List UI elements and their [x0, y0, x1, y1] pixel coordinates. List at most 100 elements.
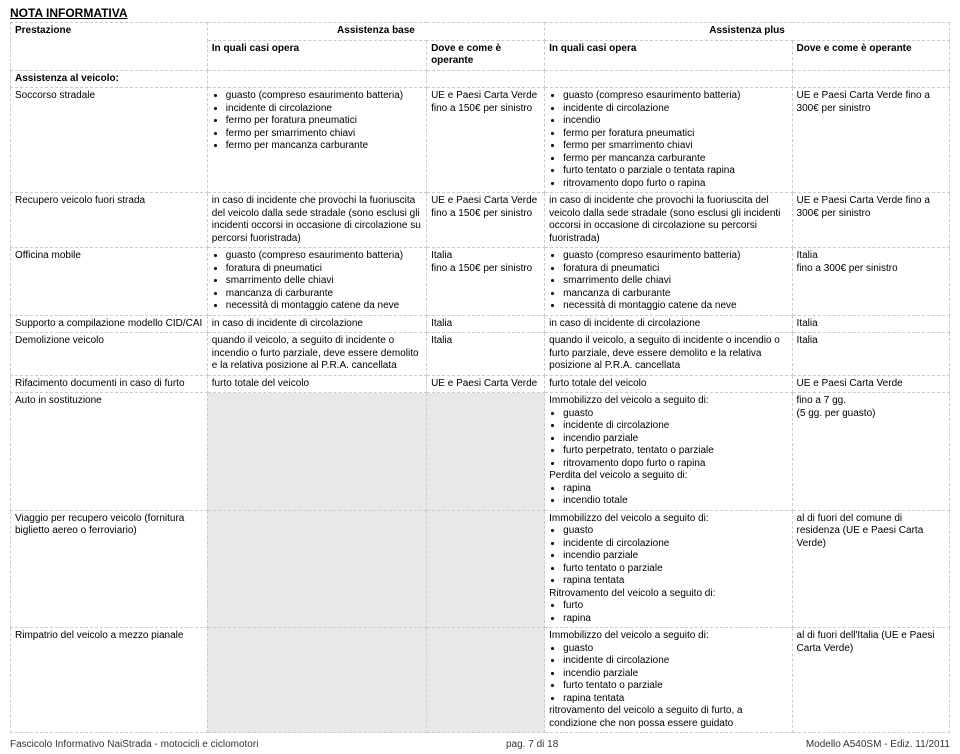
sub-plus-casi: In quali casi opera: [545, 40, 792, 70]
list-item: furto tentato o parziale: [563, 563, 787, 576]
label: Recupero veicolo fuori strada: [11, 193, 208, 248]
plus-dove: Italia: [792, 315, 949, 333]
row-recupero: Recupero veicolo fuori strada in caso di…: [11, 193, 950, 248]
assistance-table: Prestazione Assistenza base Assistenza p…: [10, 22, 950, 733]
row-viaggio: Viaggio per recupero veicolo (fornitura …: [11, 510, 950, 628]
plus-casi: in caso di incidente che provochi la fuo…: [545, 193, 792, 248]
list-item: rapina: [563, 483, 787, 496]
list-item: rapina: [563, 613, 787, 626]
list-item: fermo per mancanza carburante: [563, 153, 787, 166]
plus-casi: furto totale del veicolo: [545, 375, 792, 393]
base-casi-blank: [207, 510, 426, 628]
base-casi: guasto (compreso esaurimento batteria)in…: [207, 88, 426, 193]
list-item: guasto (compreso esaurimento batteria): [563, 250, 787, 263]
list-item: fermo per smarrimento chiavi: [226, 128, 422, 141]
doc-title: NOTA INFORMATIVA: [10, 6, 950, 20]
list-item: fermo per mancanza carburante: [226, 140, 422, 153]
plus-dove: Italiafino a 300€ per sinistro: [792, 248, 949, 316]
base-dove-blank: [427, 510, 545, 628]
base-casi: furto totale del veicolo: [207, 375, 426, 393]
list-item: guasto (compreso esaurimento batteria): [226, 90, 422, 103]
header-base: Assistenza base: [207, 23, 544, 41]
plus-dove: UE e Paesi Carta Verde fino a 300€ per s…: [792, 88, 949, 193]
list-item: incendio parziale: [563, 550, 787, 563]
list-item: guasto (compreso esaurimento batteria): [226, 250, 422, 263]
header-row-1: Prestazione Assistenza base Assistenza p…: [11, 23, 950, 41]
list-item: necessità di montaggio catene da neve: [226, 300, 422, 313]
list-item: smarrimento delle chiavi: [563, 275, 787, 288]
plus-dove: UE e Paesi Carta Verde: [792, 375, 949, 393]
base-casi-blank: [207, 393, 426, 511]
base-dove-blank: [427, 628, 545, 733]
list-item: incidente di circolazione: [226, 103, 422, 116]
list-item: guasto: [563, 643, 787, 656]
plus-casi: in caso di incidente di circolazione: [545, 315, 792, 333]
list-item: smarrimento delle chiavi: [226, 275, 422, 288]
label: Officina mobile: [11, 248, 208, 316]
section-assistenza-veicolo: Assistenza al veicolo:: [11, 70, 208, 88]
label: Soccorso stradale: [11, 88, 208, 193]
list-item: furto perpetrato, tentato o parziale: [563, 445, 787, 458]
label: Supporto a compilazione modello CID/CAI: [11, 315, 208, 333]
base-dove: Italia: [427, 333, 545, 376]
plus-dove: UE e Paesi Carta Verde fino a 300€ per s…: [792, 193, 949, 248]
list-item: foratura di pneumatici: [226, 263, 422, 276]
row-soccorso: Soccorso stradale guasto (compreso esaur…: [11, 88, 950, 193]
footer-right: Modello A540SM - Ediz. 11/2011: [806, 739, 950, 750]
footer-center: pag. 7 di 18: [506, 739, 558, 750]
plus-dove: al di fuori dell'Italia (UE e Paesi Cart…: [792, 628, 949, 733]
row-demolizione: Demolizione veicolo quando il veicolo, a…: [11, 333, 950, 376]
plus-casi: Immobilizzo del veicolo a seguito di: gu…: [545, 393, 792, 511]
base-dove: UE e Paesi Carta Verde: [427, 375, 545, 393]
list-item: guasto (compreso esaurimento batteria): [563, 90, 787, 103]
list-item: incendio parziale: [563, 433, 787, 446]
list-item: necessità di montaggio catene da neve: [563, 300, 787, 313]
row-auto-sostituzione: Auto in sostituzione Immobilizzo del vei…: [11, 393, 950, 511]
plus-casi: Immobilizzo del veicolo a seguito di: gu…: [545, 510, 792, 628]
base-dove: UE e Paesi Carta Verde fino a 150€ per s…: [427, 193, 545, 248]
row-rimpatrio: Rimpatrio del veicolo a mezzo pianale Im…: [11, 628, 950, 733]
list-item: incidente di circolazione: [563, 655, 787, 668]
plus-casi: guasto (compreso esaurimento batteria) in…: [545, 88, 792, 193]
list-item: furto tentato o parziale: [563, 680, 787, 693]
plus-dove: fino a 7 gg.(5 gg. per guasto): [792, 393, 949, 511]
plus-casi: Immobilizzo del veicolo a seguito di: gu…: [545, 628, 792, 733]
base-casi: in caso di incidente che provochi la fuo…: [207, 193, 426, 248]
base-dove: Italiafino a 150€ per sinistro: [427, 248, 545, 316]
base-dove-blank: [427, 393, 545, 511]
label: Viaggio per recupero veicolo (fornitura …: [11, 510, 208, 628]
base-casi: in caso di incidente di circolazione: [207, 315, 426, 333]
list-item: fermo per smarrimento chiavi: [563, 140, 787, 153]
label: Rifacimento documenti in caso di furto: [11, 375, 208, 393]
plus-dove: al di fuori del comune di residenza (UE …: [792, 510, 949, 628]
header-plus: Assistenza plus: [545, 23, 950, 41]
base-casi-blank: [207, 628, 426, 733]
sub-plus-dove: Dove e come è operante: [792, 40, 949, 70]
plus-casi: quando il veicolo, a seguito di incident…: [545, 333, 792, 376]
sub-base-dove: Dove e come è operante: [427, 40, 545, 70]
row-supporto: Supporto a compilazione modello CID/CAI …: [11, 315, 950, 333]
list-item: ritrovamento dopo furto o rapina: [563, 458, 787, 471]
label: Rimpatrio del veicolo a mezzo pianale: [11, 628, 208, 733]
list-item: mancanza di carburante: [563, 288, 787, 301]
list-item: furto tentato o parziale o tentata rapin…: [563, 165, 787, 178]
list-item: rapina tentata: [563, 575, 787, 588]
list-item: foratura di pneumatici: [563, 263, 787, 276]
sub-base-casi: In quali casi opera: [207, 40, 426, 70]
list-item: incendio: [563, 115, 787, 128]
base-casi: quando il veicolo, a seguito di incident…: [207, 333, 426, 376]
list-item: incendio totale: [563, 495, 787, 508]
list-item: incendio parziale: [563, 668, 787, 681]
list-item: mancanza di carburante: [226, 288, 422, 301]
row-rifacimento: Rifacimento documenti in caso di furto f…: [11, 375, 950, 393]
plus-dove: Italia: [792, 333, 949, 376]
list-item: fermo per foratura pneumatici: [226, 115, 422, 128]
list-item: ritrovamento dopo furto o rapina: [563, 178, 787, 191]
list-item: incidente di circolazione: [563, 538, 787, 551]
footer: Fascicolo Informativo NaiStrada - motoci…: [10, 739, 950, 750]
list-item: fermo per foratura pneumatici: [563, 128, 787, 141]
base-dove: UE e Paesi Carta Verde fino a 150€ per s…: [427, 88, 545, 193]
list-item: furto: [563, 600, 787, 613]
base-casi: guasto (compreso esaurimento batteria)fo…: [207, 248, 426, 316]
list-item: guasto: [563, 525, 787, 538]
